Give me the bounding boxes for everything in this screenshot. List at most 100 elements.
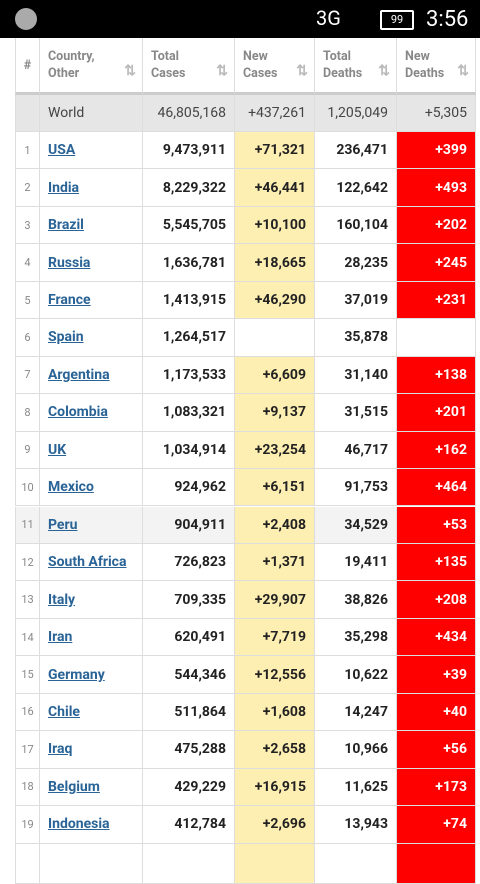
new-cases: +29,907 <box>235 581 315 619</box>
total-deaths: 19,411 <box>315 543 397 582</box>
country[interactable]: South Africa <box>40 543 143 582</box>
app-icon <box>15 8 37 30</box>
country[interactable]: France <box>40 281 143 320</box>
total-cases: 8,229,322 <box>143 169 235 207</box>
country-link[interactable]: South Africa <box>48 554 127 571</box>
country[interactable]: India <box>40 169 143 207</box>
new-deaths: +464 <box>397 469 476 507</box>
country-link[interactable]: Chile <box>48 703 80 720</box>
cell-text: 1,205,049 <box>327 105 388 121</box>
country[interactable]: Russia <box>40 244 143 282</box>
new-cases: +6,151 <box>235 469 315 507</box>
cell-text: 236,471 <box>336 142 388 159</box>
new-cases: +1,371 <box>235 543 315 582</box>
country[interactable]: Mexico <box>40 469 143 507</box>
country[interactable]: Belgium <box>40 768 143 807</box>
cell-text: +40 <box>443 703 467 720</box>
total-deaths: 13,943 <box>315 806 397 844</box>
total-deaths: 10,622 <box>315 656 397 694</box>
total-cases: 924,962 <box>143 469 235 507</box>
cell-text: +74 <box>443 816 467 833</box>
cell-text: Total Deaths <box>323 49 363 81</box>
total-cases: 1,264,517 <box>143 319 235 357</box>
clock: 3:56 <box>426 7 469 32</box>
cell-text: 19 <box>21 817 34 831</box>
country[interactable]: UK <box>40 431 143 470</box>
rank: 8 <box>15 394 40 432</box>
rank: 7 <box>15 356 40 395</box>
rank: 17 <box>15 731 40 769</box>
rank: 1 <box>15 132 40 170</box>
country[interactable]: Germany <box>40 656 143 694</box>
total-cases: 1,636,781 <box>143 244 235 282</box>
country[interactable]: Iran <box>40 618 143 657</box>
cell-text: +6,609 <box>262 366 306 383</box>
country-link[interactable]: India <box>48 179 80 196</box>
rank: 3 <box>15 206 40 245</box>
total-cases: 726,823 <box>143 543 235 582</box>
country[interactable]: Chile <box>40 693 143 732</box>
country[interactable]: Indonesia <box>40 806 143 844</box>
country[interactable]: Peru <box>40 506 143 544</box>
rank: 6 <box>15 319 40 357</box>
country[interactable]: Colombia <box>40 394 143 432</box>
cell-text: 4 <box>24 256 31 270</box>
total-deaths: 38,826 <box>315 581 397 619</box>
cell-text: +2,696 <box>262 816 306 833</box>
cell-text: +464 <box>435 479 467 496</box>
country-link[interactable]: Italy <box>48 591 76 608</box>
country[interactable]: Argentina <box>40 356 143 395</box>
cell-text: 46,805,168 <box>157 105 226 121</box>
country-link[interactable]: Mexico <box>48 479 94 496</box>
rank: 15 <box>15 656 40 694</box>
cell-text: +23,254 <box>254 441 306 458</box>
cell-text: 1,173,533 <box>162 366 226 383</box>
country-link[interactable]: Belgium <box>48 778 100 795</box>
new-cases: +18,665 <box>235 244 315 282</box>
cell-text: 429,229 <box>174 778 226 795</box>
cell-text: +208 <box>435 591 467 608</box>
country[interactable]: Iraq <box>40 731 143 769</box>
country[interactable]: Italy <box>40 581 143 619</box>
column-header: # <box>15 38 40 95</box>
rank: 12 <box>15 543 40 582</box>
partial-row <box>235 843 315 884</box>
new-deaths: +208 <box>397 581 476 619</box>
cell-text: +493 <box>435 179 467 196</box>
cell-text: 122,642 <box>336 179 388 196</box>
cell-text: 16 <box>21 705 34 719</box>
cell-text: 19,411 <box>344 554 388 571</box>
cell-text: +434 <box>435 629 467 646</box>
rank: 18 <box>15 768 40 807</box>
rank: 2 <box>15 169 40 207</box>
total-deaths: 122,642 <box>315 169 397 207</box>
country-link[interactable]: Brazil <box>48 217 84 234</box>
cell-text: 544,346 <box>174 666 226 683</box>
country[interactable]: USA <box>40 132 143 170</box>
country-link[interactable]: UK <box>48 441 67 458</box>
cell-text: 5,545,705 <box>162 217 226 234</box>
country-link[interactable]: France <box>48 292 91 309</box>
cell-text: +10,100 <box>254 217 306 234</box>
world-cell: +5,305 <box>397 95 476 132</box>
country-link[interactable]: Spain <box>48 329 84 346</box>
country-link[interactable]: USA <box>48 142 76 159</box>
country-link[interactable]: Colombia <box>48 404 108 421</box>
country-link[interactable]: Indonesia <box>48 816 110 833</box>
cell-text: +7,719 <box>262 629 306 646</box>
cell-text: +437,261 <box>248 105 306 121</box>
country-link[interactable]: Argentina <box>48 366 110 383</box>
cell-text: 1,413,915 <box>162 292 226 309</box>
country-link[interactable]: Iran <box>48 629 73 646</box>
cell-text: 1,083,321 <box>162 404 226 421</box>
country[interactable]: Spain <box>40 319 143 357</box>
country-link[interactable]: Russia <box>48 254 91 271</box>
cell-text: +1,608 <box>262 703 306 720</box>
new-deaths: +201 <box>397 394 476 432</box>
total-cases: 429,229 <box>143 768 235 807</box>
country-link[interactable]: Iraq <box>48 741 73 758</box>
country[interactable]: Brazil <box>40 206 143 245</box>
country-link[interactable]: Peru <box>48 516 78 533</box>
country-link[interactable]: Germany <box>48 666 105 683</box>
cell-text: Total Cases <box>151 49 186 81</box>
